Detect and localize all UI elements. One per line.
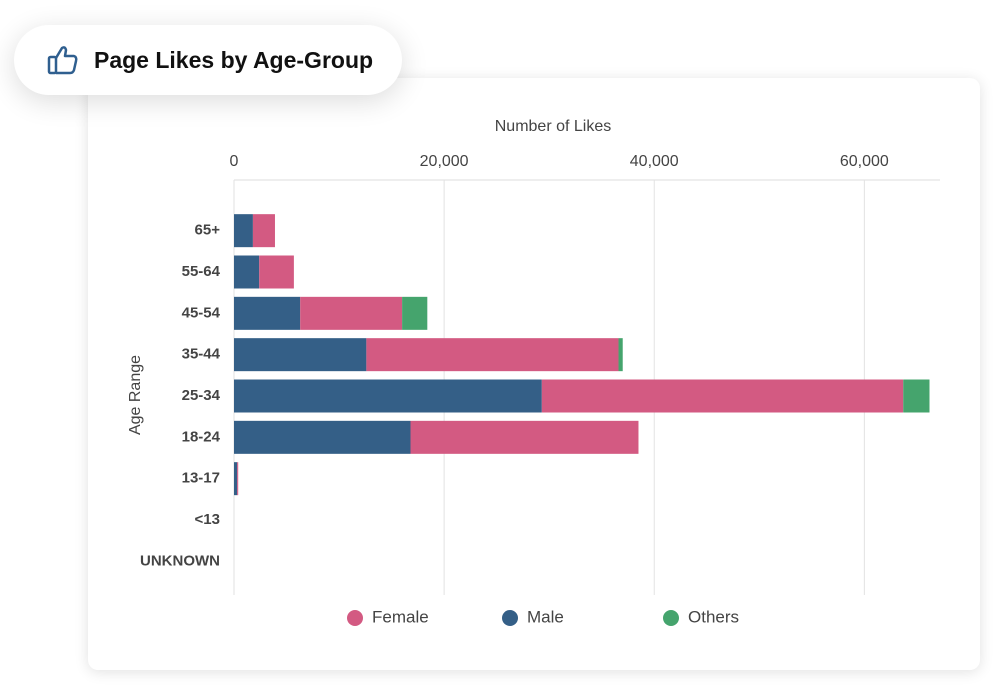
x-tick-label: 40,000 [630, 153, 679, 170]
x-axis-title: Number of Likes [495, 118, 612, 135]
y-tick-label: 55-64 [182, 263, 221, 280]
y-tick-label: 18-24 [182, 428, 221, 445]
legend-swatch [502, 610, 518, 626]
bar-segment [541, 379, 904, 413]
legend-label: Male [527, 607, 564, 626]
like-icon [47, 46, 78, 75]
page-title: Page Likes by Age-Group [94, 46, 374, 73]
bar-segment [402, 296, 428, 330]
bar-segment [252, 214, 275, 248]
y-tick-label: 25-34 [182, 387, 221, 404]
y-tick-label: 35-44 [182, 346, 221, 363]
bar-segment [237, 462, 239, 496]
y-tick-label: 45-54 [182, 304, 221, 321]
y-tick-label: UNKNOWN [140, 552, 220, 569]
bar-segment [903, 379, 930, 413]
bar-segment [234, 420, 411, 454]
legend-label: Female [372, 607, 429, 626]
y-axis-title: Age Range [127, 355, 144, 435]
bar-segment [300, 296, 403, 330]
bar-segment [234, 338, 367, 372]
bar-segment [234, 462, 238, 496]
bar-segment [234, 296, 301, 330]
chart-card [88, 78, 980, 670]
bar-segment [618, 338, 623, 372]
x-tick-label: 60,000 [840, 153, 889, 170]
bar-segment [410, 420, 639, 454]
bar-segment [259, 255, 294, 289]
y-tick-label: 65+ [195, 222, 221, 239]
y-tick-label: 13-17 [182, 470, 220, 487]
title-pill: Page Likes by Age-Group [14, 25, 402, 95]
legend-swatch [663, 610, 679, 626]
legend-swatch [347, 610, 363, 626]
x-tick-label: 20,000 [420, 153, 469, 170]
bar-segment [234, 255, 260, 289]
legend-label: Others [688, 607, 739, 626]
y-tick-label: <13 [195, 511, 220, 528]
bar-segment [366, 338, 619, 372]
bar-segment [234, 214, 253, 248]
x-tick-label: 0 [230, 153, 239, 170]
bar-segment [234, 379, 542, 413]
